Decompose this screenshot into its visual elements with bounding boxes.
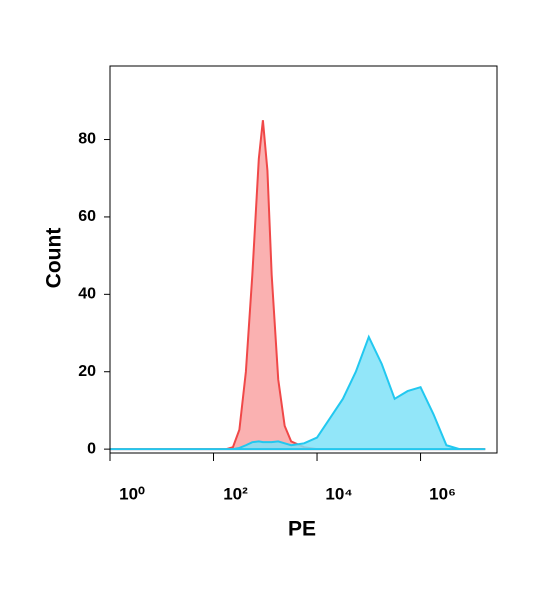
x-tick-label: 10⁰: [119, 484, 145, 503]
x-tick-label: 10²: [223, 484, 248, 503]
y-tick-label: 40: [78, 286, 96, 303]
x-axis-label: PE: [288, 518, 316, 541]
y-tick-label: 20: [78, 363, 96, 380]
histogram-area: [110, 334, 486, 451]
plot-frame: [109, 65, 498, 454]
x-tick-label: 10⁴: [325, 484, 352, 503]
x-tick-label: 10⁶: [429, 484, 456, 503]
y-tick-label: 80: [78, 131, 96, 148]
y-tick-label: 0: [87, 440, 96, 457]
histogram-area: [110, 120, 486, 451]
y-axis-label: Count: [43, 228, 66, 289]
y-tick-label: 60: [78, 208, 96, 225]
